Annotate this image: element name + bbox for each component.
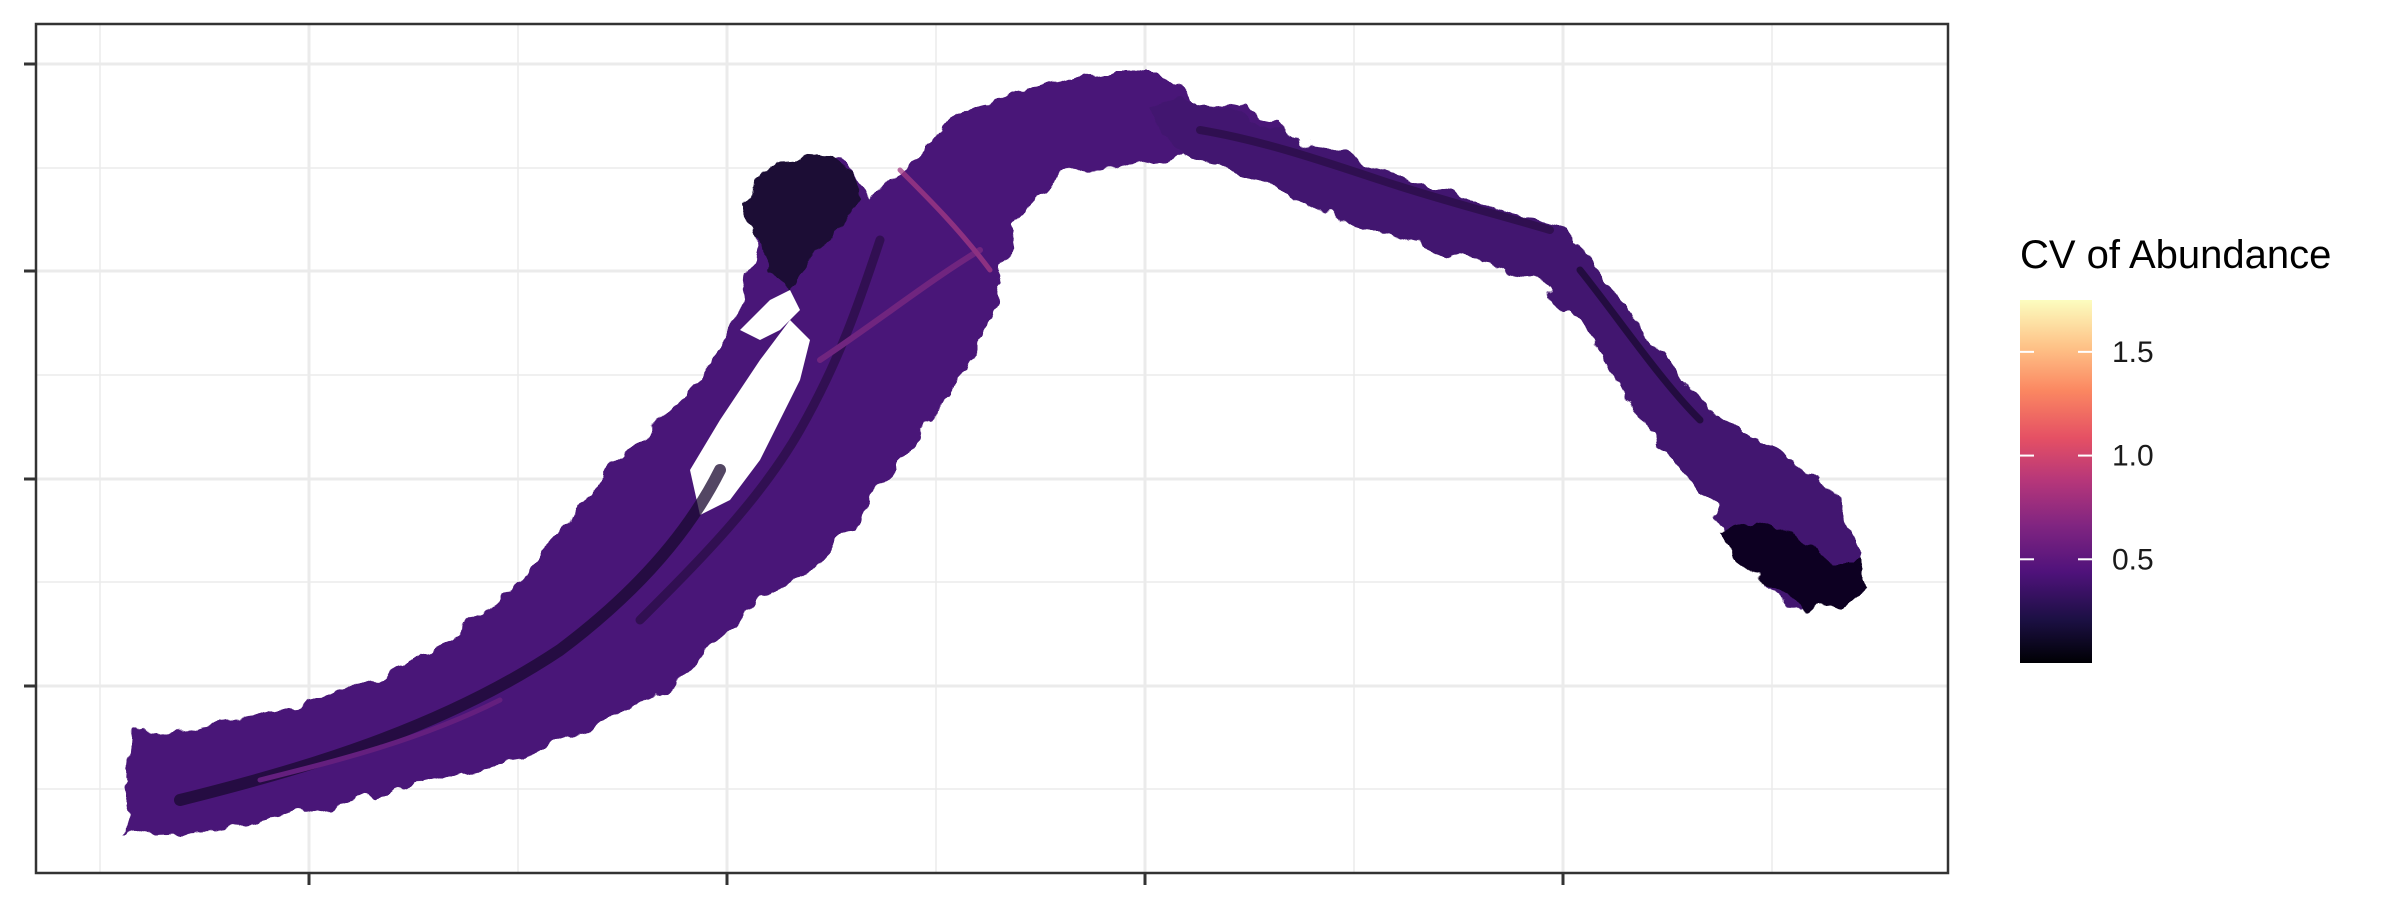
legend-ticks: 1.5 1.0 0.5 xyxy=(2020,336,2154,576)
legend-colorbar xyxy=(2020,300,2092,663)
region-north-inlet xyxy=(745,158,860,290)
legend-tick-label: 1.0 xyxy=(2112,440,2154,473)
legend-title: CV of Abundance xyxy=(2020,233,2331,277)
map-panel-border xyxy=(34,22,1950,875)
axis-ticks xyxy=(24,62,1565,885)
legend-tick-label: 1.5 xyxy=(2112,336,2154,369)
legend-tick-label: 0.5 xyxy=(2112,543,2154,576)
texture-streaks xyxy=(174,126,1704,806)
region-southeast-tail xyxy=(1720,520,1870,608)
abundance-cv-raster xyxy=(122,70,1870,835)
legend: CV of Abundance 1.5 1.0 0.5 xyxy=(2020,233,2331,663)
